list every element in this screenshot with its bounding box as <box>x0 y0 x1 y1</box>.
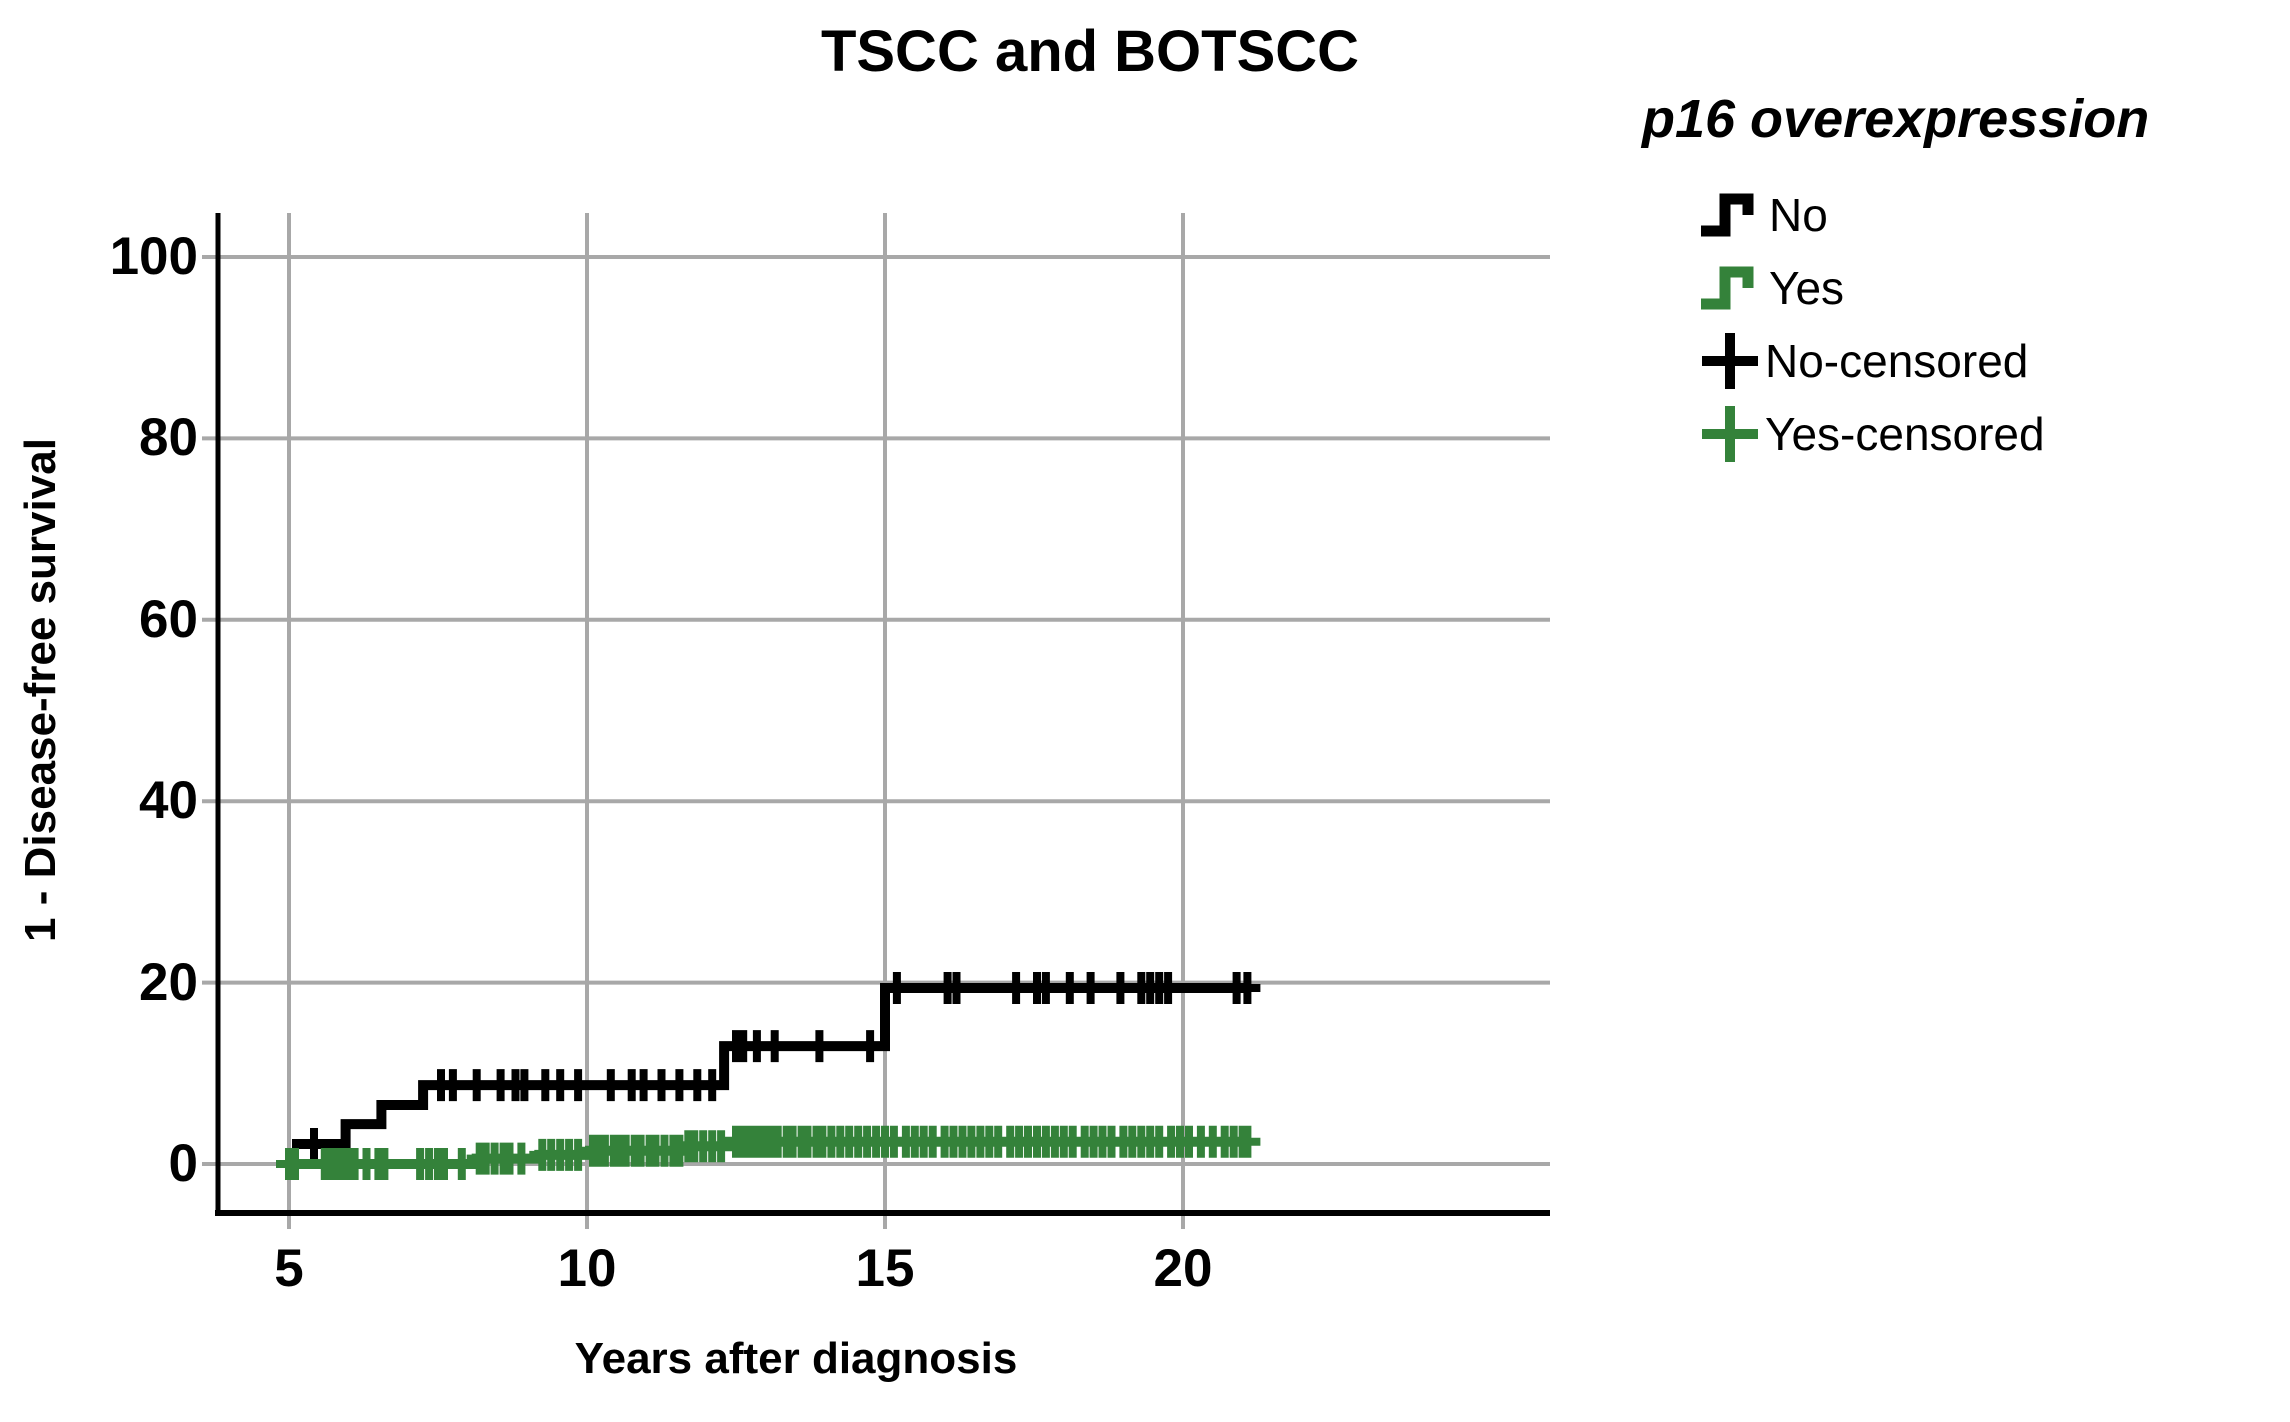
x-tick-label-5: 5 <box>274 1239 304 1298</box>
no-step-line-icon <box>1701 193 1754 236</box>
legend-item-label: Yes <box>1769 261 1845 314</box>
chart-title: TSCC and BOTSCC <box>820 19 1360 84</box>
legend-item-no: No <box>1698 178 2282 251</box>
y-tick-label-40: 40 <box>139 771 198 831</box>
y-axis-title: 1 - Disease-free survival <box>16 438 65 942</box>
y-tick-label-60: 60 <box>139 589 198 649</box>
y-tick-label-0: 0 <box>168 1134 198 1193</box>
yes-censored-plus-icon <box>1702 405 1758 462</box>
y-tick-label-100: 100 <box>109 227 198 286</box>
y-tick-label-20: 20 <box>139 952 198 1012</box>
legend-items: No Yes No-censored Yes-censored <box>1698 178 2282 470</box>
legend: p16 overexpression No Yes No-censored <box>1642 88 2282 470</box>
x-tick-label-10: 10 <box>557 1239 617 1298</box>
censor-marks-yes <box>276 1125 1261 1180</box>
x-tick-label-15: 15 <box>855 1239 915 1298</box>
legend-item-yes: Yes <box>1698 251 2282 324</box>
legend-item-no-censored: No-censored <box>1698 324 2282 397</box>
legend-item-label: No <box>1769 188 1828 241</box>
censor-marks-no <box>301 972 1261 1160</box>
x-tick-label-20: 20 <box>1153 1239 1213 1298</box>
y-tick-label-80: 80 <box>139 408 198 468</box>
x-axis-title: Years after diagnosis <box>574 1334 1018 1383</box>
legend-title: p16 overexpression <box>1642 89 2150 149</box>
legend-item-label: Yes-censored <box>1765 407 2045 460</box>
legend-item-label: No-censored <box>1765 334 2029 387</box>
survival-curve-no <box>292 983 1249 1149</box>
yes-step-line-icon <box>1701 266 1754 309</box>
no-censored-plus-icon <box>1702 332 1758 389</box>
legend-item-yes-censored: Yes-censored <box>1698 397 2282 470</box>
